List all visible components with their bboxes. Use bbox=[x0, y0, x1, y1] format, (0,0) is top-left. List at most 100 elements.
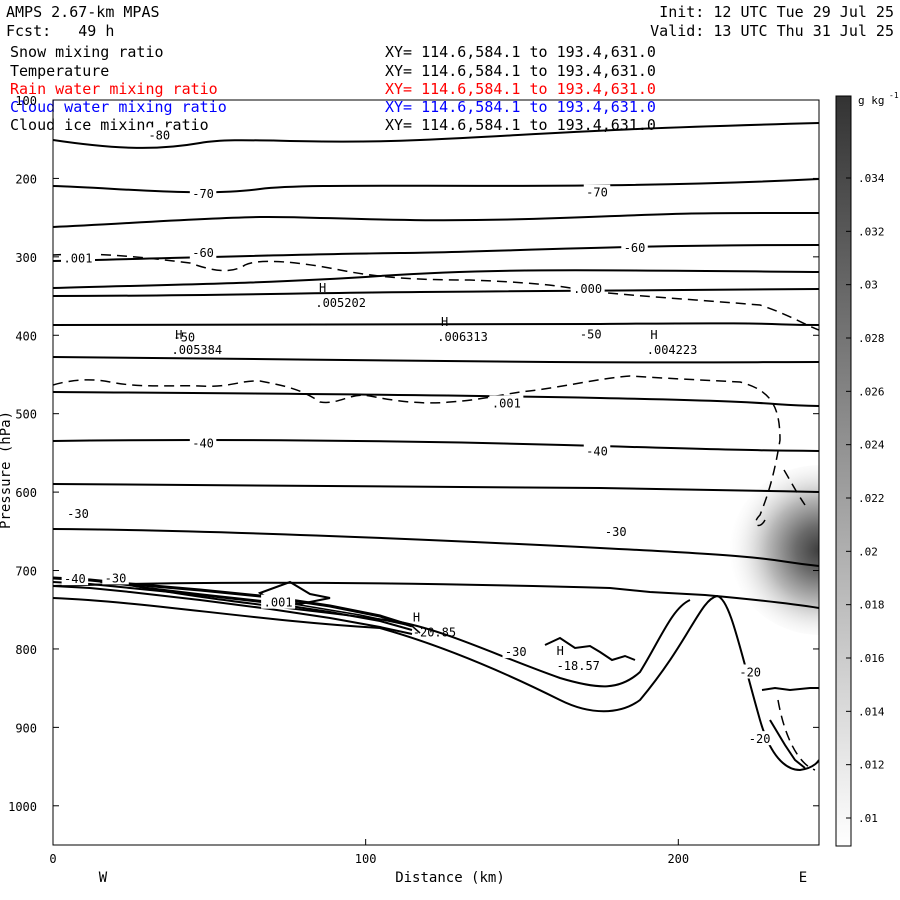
temperature-label: -80 bbox=[148, 128, 170, 142]
forecast-hour: Fcst: 49 h bbox=[6, 22, 115, 40]
temperature-label-bg bbox=[146, 127, 173, 142]
field-name: Cloud ice mixing ratio bbox=[10, 116, 209, 134]
isotherm bbox=[53, 269, 819, 289]
isotherm bbox=[544, 636, 636, 662]
colorbar-tick-label: .02 bbox=[858, 545, 878, 558]
temperature-label-bg bbox=[746, 731, 773, 746]
colorbar-tick-label: .024 bbox=[858, 439, 885, 452]
temperature-label-bg bbox=[171, 329, 198, 344]
colorbar-tick-label: .016 bbox=[858, 652, 885, 665]
isotherm bbox=[99, 581, 421, 634]
colorbar-tick-label: .034 bbox=[858, 172, 885, 185]
temperature-label: -30 bbox=[67, 507, 89, 521]
maximum-value: .005384 bbox=[172, 343, 223, 357]
maximum-value: .005202 bbox=[315, 296, 366, 310]
isotherm bbox=[53, 439, 819, 452]
temperature-label-bg bbox=[621, 240, 648, 255]
temperature-label-bg bbox=[602, 524, 630, 539]
x-axis-title: Distance (km) bbox=[395, 870, 505, 886]
colorbar-tick-label: .028 bbox=[858, 332, 885, 345]
isotherm bbox=[761, 686, 819, 692]
temperature-contours bbox=[53, 122, 819, 772]
temperature-label: -30 bbox=[505, 645, 527, 659]
isotherm bbox=[53, 211, 819, 228]
ice-contour bbox=[53, 375, 781, 527]
model-title: AMPS 2.67-km MPAS bbox=[6, 3, 160, 21]
temperature-label-bg bbox=[102, 570, 129, 585]
y-tick-label: 1000 bbox=[8, 800, 37, 814]
temperature-label: -30 bbox=[605, 525, 627, 539]
colorbar-tick-label: .01 bbox=[858, 812, 878, 825]
temperature-label: -40 bbox=[586, 444, 608, 458]
isotherm bbox=[53, 585, 413, 635]
isotherm bbox=[53, 581, 413, 631]
x-axis: 0 100 200 bbox=[49, 839, 689, 866]
field-xy: XY= 114.6,584.1 to 193.4,631.0 bbox=[385, 80, 656, 98]
isotherm bbox=[53, 356, 819, 364]
temperature-label: -40 bbox=[192, 436, 214, 450]
isotherm bbox=[53, 391, 819, 407]
isotherm bbox=[53, 122, 819, 149]
isotherm bbox=[53, 288, 819, 297]
isotherm bbox=[53, 178, 819, 194]
y-tick-label: 400 bbox=[15, 329, 37, 343]
y-axis: 100 200 300 400 500 600 700 800 900 1000 bbox=[8, 94, 819, 814]
ice-label: .001 bbox=[64, 251, 93, 265]
colorbar-ticks: .034 .032 .03 .028 .026 .024 .022 .02 .018 .016 .0… bbox=[846, 172, 885, 825]
maximum-value: .004223 bbox=[647, 343, 698, 357]
y-tick-label: 800 bbox=[15, 643, 37, 657]
maximum-marker: H bbox=[650, 328, 657, 342]
isotherm bbox=[53, 576, 413, 628]
temperature-label-bg bbox=[61, 571, 89, 586]
field-xy: XY= 114.6,584.1 to 193.4,631.0 bbox=[385, 98, 656, 116]
east-label: E bbox=[799, 870, 807, 886]
ice-label-bg bbox=[61, 250, 96, 265]
colorbar-gradient bbox=[835, 95, 852, 847]
ice-contour bbox=[53, 253, 819, 331]
ice-label: .000 bbox=[573, 282, 602, 296]
isotherm bbox=[53, 594, 819, 772]
temperature-label-bg bbox=[583, 184, 611, 199]
field-xy: XY= 114.6,584.1 to 193.4,631.0 bbox=[385, 62, 656, 80]
maximum-marker: H bbox=[175, 328, 182, 342]
colorbar-tick-label: .018 bbox=[858, 599, 885, 612]
field-name: Rain water mixing ratio bbox=[10, 80, 218, 98]
y-tick-label: 100 bbox=[15, 94, 37, 108]
isotherm bbox=[53, 528, 819, 567]
ice-contour bbox=[777, 699, 816, 771]
colorbar: .034 .032 .03 .028 .026 .024 .022 .02 .018 .016 .0… bbox=[835, 91, 899, 847]
maximum-marker: H bbox=[413, 610, 420, 624]
shaded-field bbox=[730, 465, 819, 635]
colorbar-tick-label: .012 bbox=[858, 759, 885, 772]
colorbar-unit: g kg bbox=[858, 94, 885, 107]
field-name: Snow mixing ratio bbox=[10, 43, 164, 61]
temperature-label: -50 bbox=[173, 331, 195, 345]
maximum-value: -18.57 bbox=[557, 659, 600, 673]
temperature-label: -60 bbox=[624, 241, 646, 255]
x-tick-label: 200 bbox=[667, 852, 689, 866]
contour-labels: -80 -70 -70 -60 -60 -50 -50 -40 -40 -30 -30 -40 -30 -… bbox=[61, 127, 773, 746]
temperature-label: -50 bbox=[580, 327, 602, 341]
y-tick-label: 600 bbox=[15, 486, 37, 500]
valid-time: Valid: 13 UTC Thu 31 Jul 25 bbox=[650, 22, 894, 40]
temperature-label-bg bbox=[736, 664, 764, 679]
init-time: Init: 12 UTC Tue 29 Jul 25 bbox=[659, 3, 894, 21]
temperature-label: -40 bbox=[64, 572, 86, 586]
x-tick-label: 0 bbox=[49, 852, 56, 866]
y-tick-label: 200 bbox=[15, 172, 37, 186]
ice-contours bbox=[53, 253, 819, 771]
plot-frame bbox=[52, 99, 820, 846]
isotherm bbox=[53, 322, 819, 326]
ice-label-bg bbox=[261, 594, 296, 609]
temperature-label-bg bbox=[189, 435, 217, 450]
x-tick-label: 100 bbox=[355, 852, 377, 866]
temperature-label-bg bbox=[64, 506, 92, 521]
y-axis-title: Pressure (hPa) bbox=[0, 411, 14, 529]
colorbar-tick-label: .026 bbox=[858, 385, 885, 398]
temperature-label-bg bbox=[502, 644, 529, 659]
maximum-value: .006313 bbox=[437, 330, 488, 344]
temperature-label: -20 bbox=[749, 732, 771, 746]
ice-contour bbox=[783, 469, 806, 506]
west-label: W bbox=[99, 870, 108, 886]
